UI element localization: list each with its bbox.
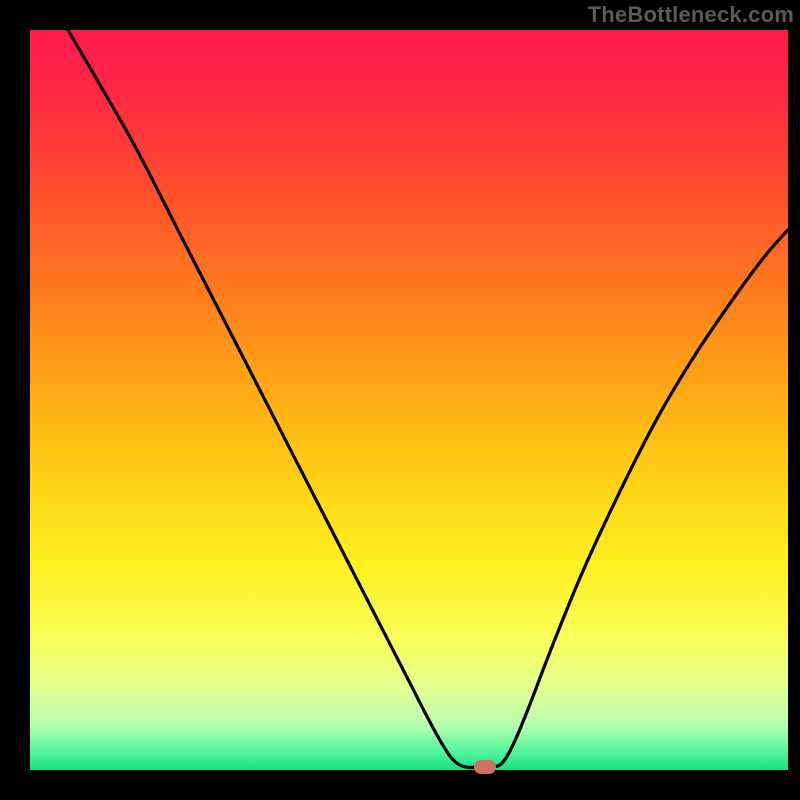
optimal-point-marker — [474, 760, 496, 774]
watermark-text: TheBottleneck.com — [588, 2, 794, 28]
chart-frame: TheBottleneck.com — [0, 0, 800, 800]
plot-area — [30, 30, 788, 770]
background-gradient — [30, 30, 788, 770]
